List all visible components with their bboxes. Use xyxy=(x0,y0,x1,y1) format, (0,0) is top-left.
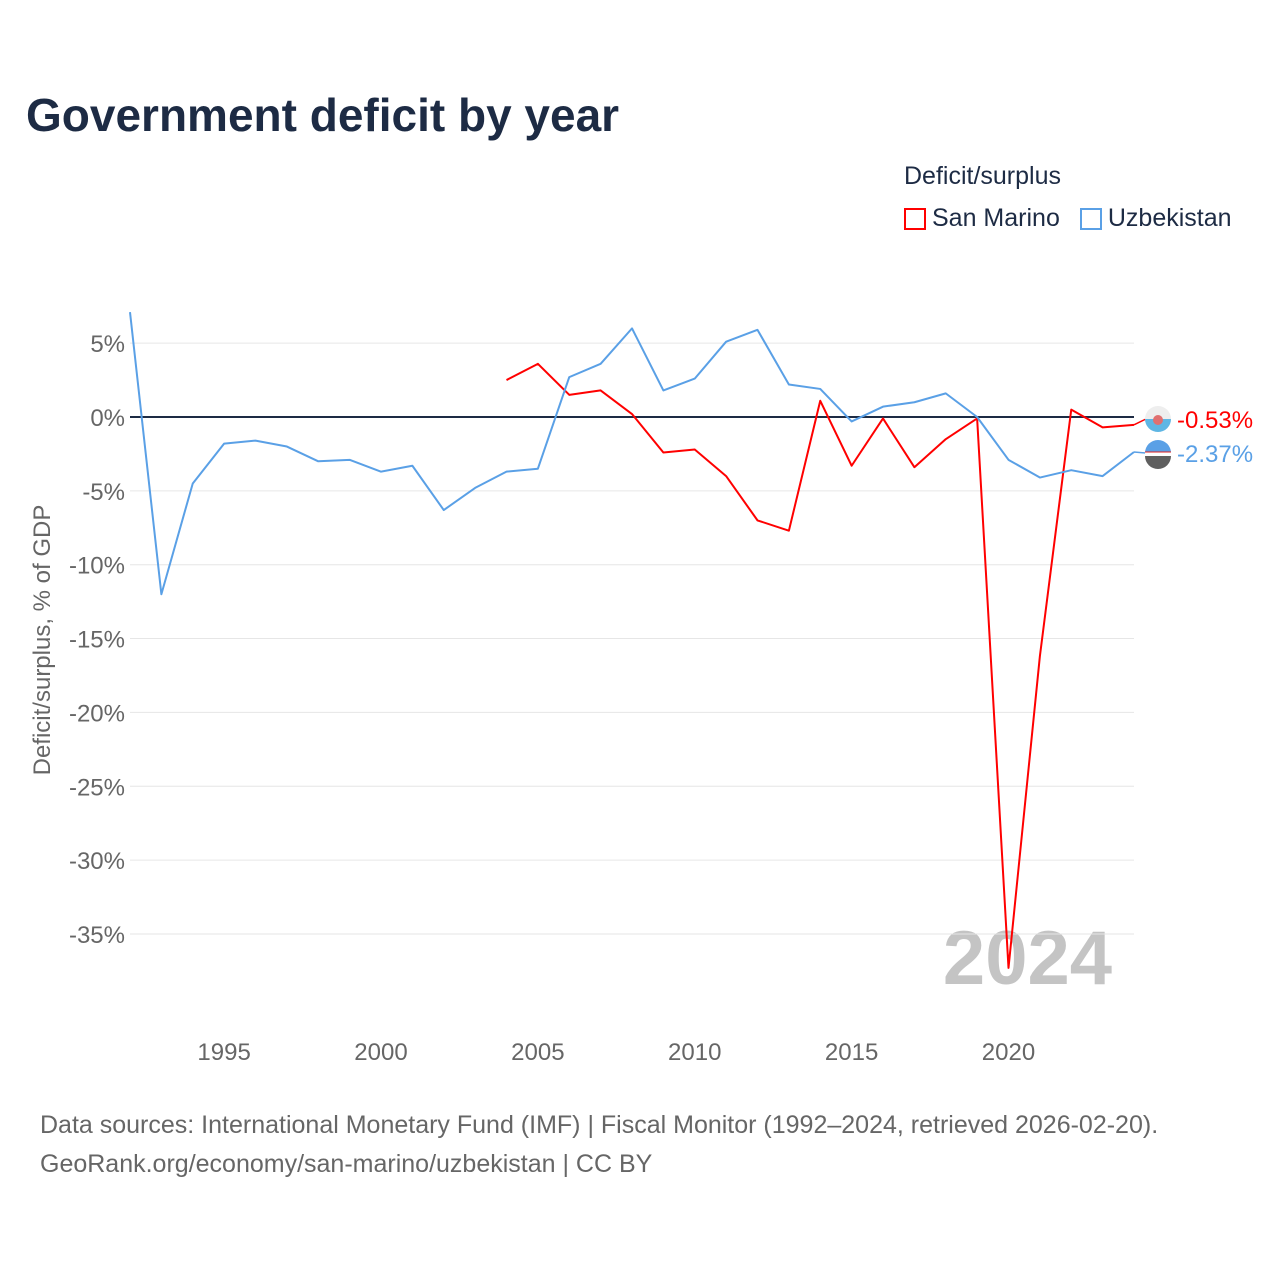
x-tick-label: 2005 xyxy=(511,1039,564,1066)
chart-title: Government deficit by year xyxy=(26,89,620,141)
legend-label: San Marino xyxy=(932,204,1060,232)
x-tick-label: 1995 xyxy=(197,1039,250,1066)
series-line-san-marino xyxy=(506,362,1135,969)
legend-swatch-uzbekistan xyxy=(1079,207,1102,230)
source-note: Data sources: International Monetary Fun… xyxy=(40,1106,1158,1184)
x-tick-label: 2000 xyxy=(354,1039,407,1066)
y-tick-label: 0% xyxy=(90,405,125,432)
legend-item-uzbekistan[interactable]: Uzbekistan xyxy=(1079,204,1232,233)
y-axis-label: Deficit/surplus, % of GDP xyxy=(29,505,56,776)
year-watermark: 2024 xyxy=(943,916,1112,1001)
san-marino-emblem-icon xyxy=(1153,415,1163,425)
y-tick-label: -20% xyxy=(69,700,125,727)
x-tick-label: 2010 xyxy=(668,1039,721,1066)
end-value-label: -0.53% xyxy=(1177,407,1253,434)
y-tick-label: 5% xyxy=(90,331,125,358)
y-tick-label: -30% xyxy=(69,848,125,875)
y-tick-label: -15% xyxy=(69,627,125,654)
y-tick-label: -10% xyxy=(69,553,125,580)
series-line-uzbekistan xyxy=(129,312,1135,596)
legend-label: Uzbekistan xyxy=(1107,204,1232,232)
uzbekistan-flag-lower xyxy=(1145,456,1171,469)
y-tick-label: -35% xyxy=(69,922,125,949)
legend-title: Deficit/surplus xyxy=(904,162,1061,190)
source-line-1: Data sources: International Monetary Fun… xyxy=(40,1111,1159,1139)
end-value-label: -2.37% xyxy=(1177,441,1253,468)
y-tick-label: -25% xyxy=(69,774,125,801)
y-tick-label: -5% xyxy=(82,479,125,506)
legend-swatch-san-marino xyxy=(904,207,926,230)
end-label-connector xyxy=(1133,418,1147,426)
x-tick-label: 2020 xyxy=(982,1039,1035,1066)
legend-item-san-marino[interactable]: San Marino xyxy=(904,204,1060,233)
x-tick-label: 2015 xyxy=(825,1039,878,1066)
uzbekistan-flag-band xyxy=(1145,452,1171,456)
source-line-2[interactable]: GeoRank.org/economy/san-marino/uzbekista… xyxy=(40,1150,653,1178)
san-marino-flag-lower xyxy=(1145,419,1171,432)
legend: San Marino Uzbekistan xyxy=(904,204,1232,233)
end-label-connector xyxy=(1133,451,1147,454)
